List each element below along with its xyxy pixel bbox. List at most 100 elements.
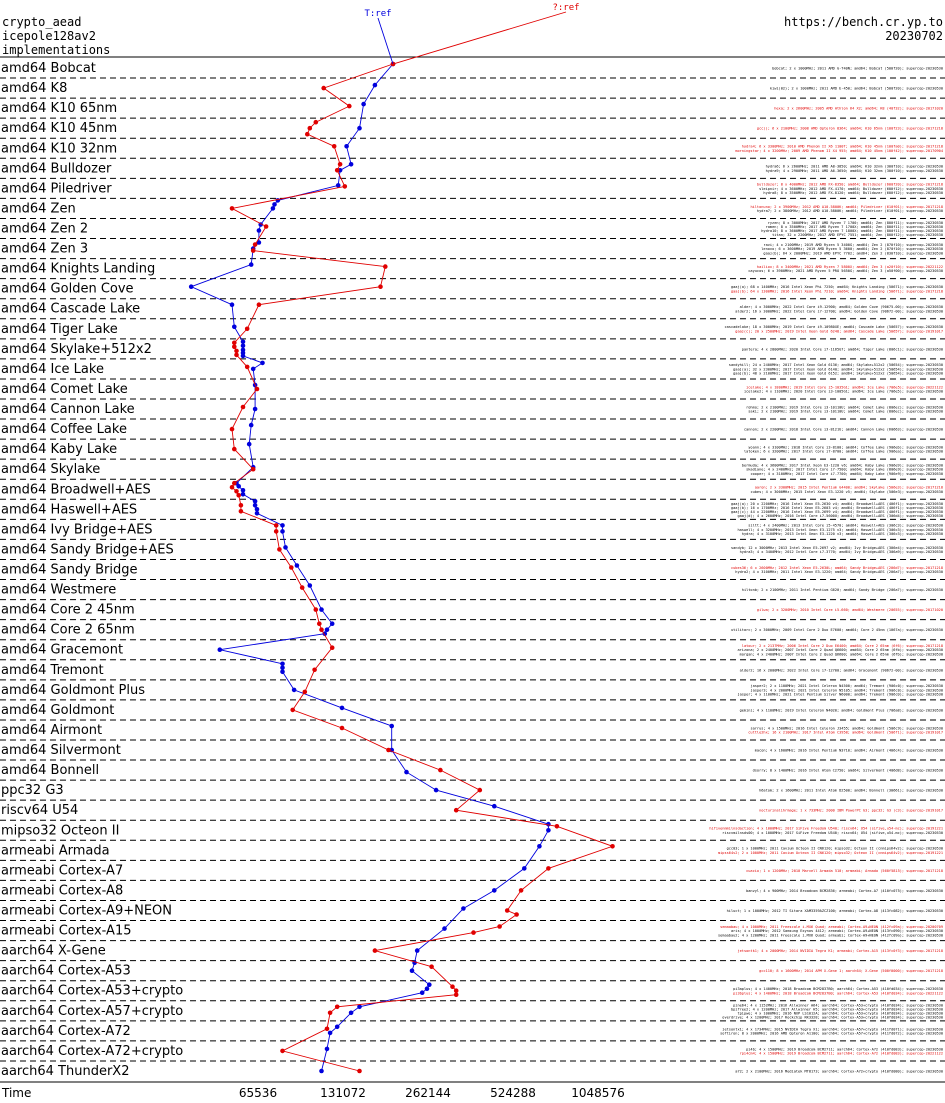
data-point (522, 866, 527, 871)
data-point (321, 85, 327, 91)
series-layer (188, 61, 615, 1074)
data-point (317, 621, 322, 626)
data-point (252, 242, 258, 247)
row-detail: cooper; 4 x 3100MHz; 2017 Intel Core i7-… (750, 472, 943, 476)
row-detail: hydra2; 4 x 3100MHz; 2011 Intel Xeon E3-… (735, 570, 943, 574)
data-point (280, 1048, 285, 1054)
data-point (334, 1024, 340, 1030)
row-detail: jetsontx1; 4 x 1734MHz; 2015 NVIDIA Tegr… (722, 1027, 943, 1031)
header-line3: implementations (2, 43, 110, 57)
row-detail: hydra6; 6 x 2600MHz; 2011 AMD A8-3850; a… (766, 165, 943, 169)
row-detail: gaaj(d); 4 x 2600MHz; 2016 Intel Core i7… (737, 514, 943, 518)
category-label: amd64 Ivy Bridge+AES (1, 522, 153, 537)
data-point (236, 484, 241, 489)
data-point (280, 669, 285, 675)
category-label: amd64 Sandy Bridge (1, 563, 137, 578)
data-point (327, 1010, 333, 1016)
category-label: amd64 Bobcat (1, 61, 96, 76)
row-detail: pine64; 4 x 1152MHz; 2016 Allwinner A64;… (733, 1003, 943, 1007)
data-point (248, 262, 254, 267)
data-point (492, 888, 497, 893)
row-detail: gemini; 4 x 1100MHz; 2019 Intel Celeron … (740, 708, 943, 712)
data-point (240, 343, 246, 349)
data-point (383, 264, 388, 269)
category-label: aarch64 Cortex-A57+crypto (1, 1004, 183, 1019)
data-point (378, 284, 383, 290)
data-point (339, 725, 345, 731)
row-detail: softiron; 8 x 2000MHz; 2016 AMD Opteron … (720, 1031, 943, 1035)
ref-leader-red (392, 11, 567, 65)
row-detail: alder2; 16 x 2000MHz; 2022 Intel Core i7… (740, 668, 943, 672)
row-detail: sleipnir; 4 x 3600MHz; 2012 AMD FX-4170;… (759, 187, 943, 191)
data-point (256, 228, 262, 233)
category-label: aarch64 X-Gene (1, 944, 106, 959)
data-point (277, 547, 282, 552)
data-point (272, 202, 277, 207)
category-label: amd64 Zen (1, 201, 76, 216)
category-label: ppc32 G3 (1, 783, 64, 798)
data-point (357, 1068, 362, 1074)
data-point (188, 284, 194, 290)
row-detail: alder; 4 x 3000MHz; 2022 Intel Core i9-1… (740, 305, 943, 309)
category-label: amd64 Core 2 45nm (1, 603, 135, 618)
category-label: armeabi Cortex-A15 (1, 924, 131, 939)
category-label: mipso32 Octeon II (1, 823, 119, 838)
category-label: amd64 K10 45nm (1, 121, 117, 136)
data-point (291, 687, 297, 693)
row-detail: latoken; 6 x 3200MHz; 2017 Intel Core i7… (744, 450, 943, 454)
data-point (273, 529, 279, 534)
ref-label-red: ?:ref (552, 3, 579, 13)
category-label: amd64 Westmere (1, 583, 116, 598)
row-detail: tpipwe; 4 x 1000MHz; 2016 NXP LS1012A; a… (737, 1011, 943, 1015)
row-detail: pantera; 4 x 2800MHz; 2020 Intel Core i7… (742, 347, 943, 351)
data-point (361, 101, 366, 107)
category-label: aarch64 ThunderX2 (1, 1064, 129, 1079)
data-point (263, 224, 269, 229)
row-detail: jasper; 4 x 1100MHz; 2021 Intel Pentium … (737, 693, 943, 697)
data-point (280, 661, 285, 667)
data-point (342, 184, 348, 189)
data-point (344, 144, 349, 149)
category-label: amd64 Tiger Lake (1, 322, 118, 337)
row-detail: lenovo; 6 x 3600MHz; 2019 AMD Ryzen 5 36… (761, 247, 943, 251)
category-label: aarch64 Cortex-A72+crypto (1, 1044, 183, 1059)
data-point (324, 627, 330, 632)
data-point (433, 787, 439, 793)
data-point (546, 866, 551, 871)
row-detail: bermuda; 4 x 3600MHz; 2017 Intel Xeon E3… (742, 464, 943, 468)
row-detail: rpi4cm4; 4 x 1500MHz; 2019 Broadcom BCM2… (740, 1052, 943, 1056)
row-detail: sarrus; 4 x 1500MHz; 2016 Intel Celeron … (750, 726, 943, 730)
row-detail: icelake; 4 x 1800MHz; 2019 Intel Core i5… (746, 385, 943, 389)
data-point (313, 119, 319, 125)
data-point (429, 964, 434, 969)
row-detail: semaabau2; 4 x 1200MHz; 2011 Freescale i… (718, 933, 943, 937)
row-detail: kiwi(02); 2 x 1000MHz; 2011 AMD E-450; a… (770, 87, 943, 91)
series-1 (188, 61, 551, 1074)
data-point (254, 507, 260, 512)
data-point (229, 485, 235, 490)
row-detail: skadiane; 4 x 2400MHz; 2017 Intel Core i… (746, 468, 943, 472)
category-label: amd64 Knights Landing (1, 262, 155, 277)
data-point (240, 339, 246, 345)
data-point (234, 348, 239, 354)
data-point (334, 1004, 340, 1010)
data-point (497, 924, 502, 929)
reference-labels: T:ref ?:ref (364, 3, 580, 65)
data-point (280, 523, 285, 528)
data-point (427, 982, 432, 987)
category-label: aarch64 Cortex-A72 (1, 1024, 131, 1039)
row-detail: cuacio; 1 x 1200MHz; 2010 Marvell Armada… (746, 869, 943, 873)
data-point (348, 1010, 354, 1016)
data-point (442, 926, 447, 931)
row-detail: icelake2; 4 x 1100MHz; 2020 Intel Core i… (744, 390, 943, 394)
data-point (313, 607, 319, 612)
data-point (312, 667, 317, 673)
category-label: riscv64 U54 (1, 803, 78, 818)
data-point (404, 769, 409, 775)
row-detail: cubes36; 6 x 2600MHz; 2012 Intel Xeon E5… (731, 566, 943, 570)
row-detail: semaabau; 4 x 1000MHz; 2011 Freescale i.… (720, 925, 943, 929)
row-detail: titan; 32 x 2200MHz; 2017 AMD EPYC 7551;… (772, 233, 943, 237)
category-label: amd64 Zen 2 (1, 222, 88, 237)
data-point (389, 723, 395, 729)
ref-label-blue: T:ref (364, 9, 391, 19)
